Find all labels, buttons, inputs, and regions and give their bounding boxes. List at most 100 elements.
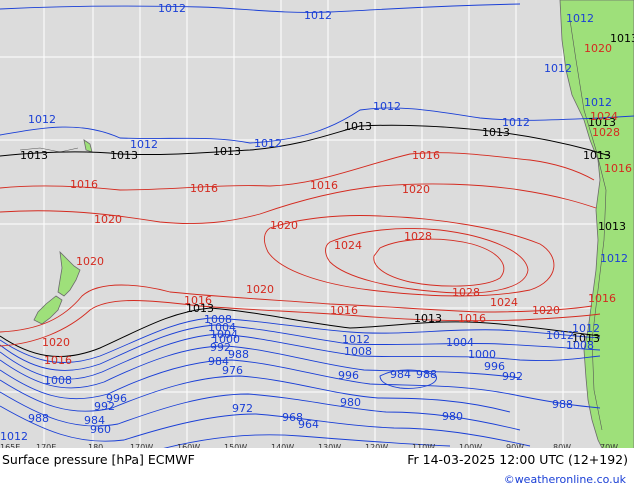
isobar-label: 1008 [566,339,594,352]
isobar-label: 1024 [490,296,518,309]
isobar-label: 988 [552,398,573,411]
longitude-label: 170E [36,443,56,452]
longitude-label: 110W [412,443,435,452]
isobar-label: 1020 [532,304,560,317]
isobar-label: 1012 [600,252,628,265]
isobar-label: 972 [232,402,253,415]
longitude-label: 140W [271,443,294,452]
isobar-label: 1020 [246,283,274,296]
isobar-label: 1013 [610,32,634,45]
isobar-label: 968 [282,411,303,424]
longitude-label: 180 [88,443,103,452]
isobar-label: 1016 [458,312,486,325]
land-masses [33,0,634,453]
isobar-label: 1012 [544,62,572,75]
longitude-label: 70W [600,443,618,452]
isobar-label: 1020 [76,255,104,268]
isobar-label: 1004 [446,336,474,349]
isobar-label: 964 [298,418,319,431]
south-america-land [559,0,634,453]
isobar-label: 1016 [412,149,440,162]
longitude-label: 130W [318,443,341,452]
isobar-label: 984 [208,355,229,368]
longitude-label: 165E [0,443,20,452]
isobar-label: 1012 [28,113,56,126]
isobar-label: 1013 [572,332,600,345]
isobar-label: 1024 [590,110,618,123]
longitude-label: 80W [553,443,571,452]
isobar-label: 1020 [402,183,430,196]
isobar-label: 1013 [588,116,616,129]
isobar-label: 980 [442,410,463,423]
isobar-label: 1013 [344,120,372,133]
isobar-label: 1012 [254,137,282,150]
longitude-label: 90W [506,443,524,452]
longitude-label: 170W [130,443,153,452]
isobar-label: 1013 [213,145,241,158]
isobar-label: 984 [84,414,105,427]
sea-background [0,0,634,452]
isobar-label: 988 [228,348,249,361]
isobar-label: 1000 [212,333,240,346]
longitude-label: 150W [224,443,247,452]
longitude-axis: 165E 170E 180 170W 160W 150W 140W 130W 1… [0,443,618,452]
isobar-label: 1004 [210,328,238,341]
map-title: Surface pressure [hPa] ECMWF [2,452,195,467]
isobar-label: 1012 [546,329,574,342]
isobar-labels-high: 1016 1016 1016 1016 1016 1016 1016 1020 … [42,42,632,367]
isobar-label: 1016 [70,178,98,191]
longitude-label: 100W [459,443,482,452]
isobar-label: 1004 [208,321,236,334]
isobar-label: 1013 [186,302,214,315]
isobar-label: 996 [338,369,359,382]
isobar-label: 1020 [94,213,122,226]
isobar-label: 988 [416,368,437,381]
isobar-label: 1012 [502,116,530,129]
new-zealand-north-island [57,250,81,297]
isobar-label: 1008 [344,345,372,358]
isobar-label: 1012 [158,2,186,15]
isobar-label: 1012 [584,96,612,109]
isobar-label: 1013 [482,126,510,139]
isobar-label: 1016 [588,292,616,305]
isobars-high [0,152,601,347]
isobar-label: 1016 [44,354,72,367]
credit-link[interactable]: ©weatheronline.co.uk [503,473,626,486]
isobar-label: 1028 [404,230,432,243]
isobar-label: 988 [28,412,49,425]
isobar-label: 1028 [592,126,620,139]
isobar-label: 992 [94,400,115,413]
isobar-label: 1008 [204,313,232,326]
isobar-label: 960 [90,423,111,436]
isobar-label: 1016 [330,304,358,317]
isobars-low [0,3,634,453]
longitude-label: 160W [177,443,200,452]
isobar-label: 1028 [452,286,480,299]
isobar-label: 976 [222,364,243,377]
isobar-label: 1008 [44,374,72,387]
isobar-label: 1013 [583,149,611,162]
isobar-label: 1013 [20,149,48,162]
isobar-labels-low: 1012 1012 1012 1012 1012 1012 1012 1012 … [0,2,628,443]
isobar-labels-mid: 1013 1013 1013 1013 1013 1013 1013 1013 … [20,32,634,345]
coast-details [19,19,607,431]
valid-time: Fr 14-03-2025 12:00 UTC (12+192) [407,452,628,467]
isobar-label: 1013 [414,312,442,325]
isobar-label: 996 [106,392,127,405]
isobar-label: 984 [390,368,411,381]
isobar-label: 1020 [584,42,612,55]
isobar-label: 1012 [0,430,28,443]
isobar-label: 1012 [373,100,401,113]
isobar-label: 992 [502,370,523,383]
isobar-label: 1016 [190,182,218,195]
isobar-label: 1020 [270,219,298,232]
longitude-label: 120W [365,443,388,452]
isobar-label: 980 [340,396,361,409]
isobar-label: 1012 [130,138,158,151]
isobar-label: 1012 [566,12,594,25]
isobar-label: 1013 [110,149,138,162]
isobar-label: 1016 [604,162,632,175]
isobar-label: 1016 [184,294,212,307]
isobar-label: 992 [210,341,231,354]
